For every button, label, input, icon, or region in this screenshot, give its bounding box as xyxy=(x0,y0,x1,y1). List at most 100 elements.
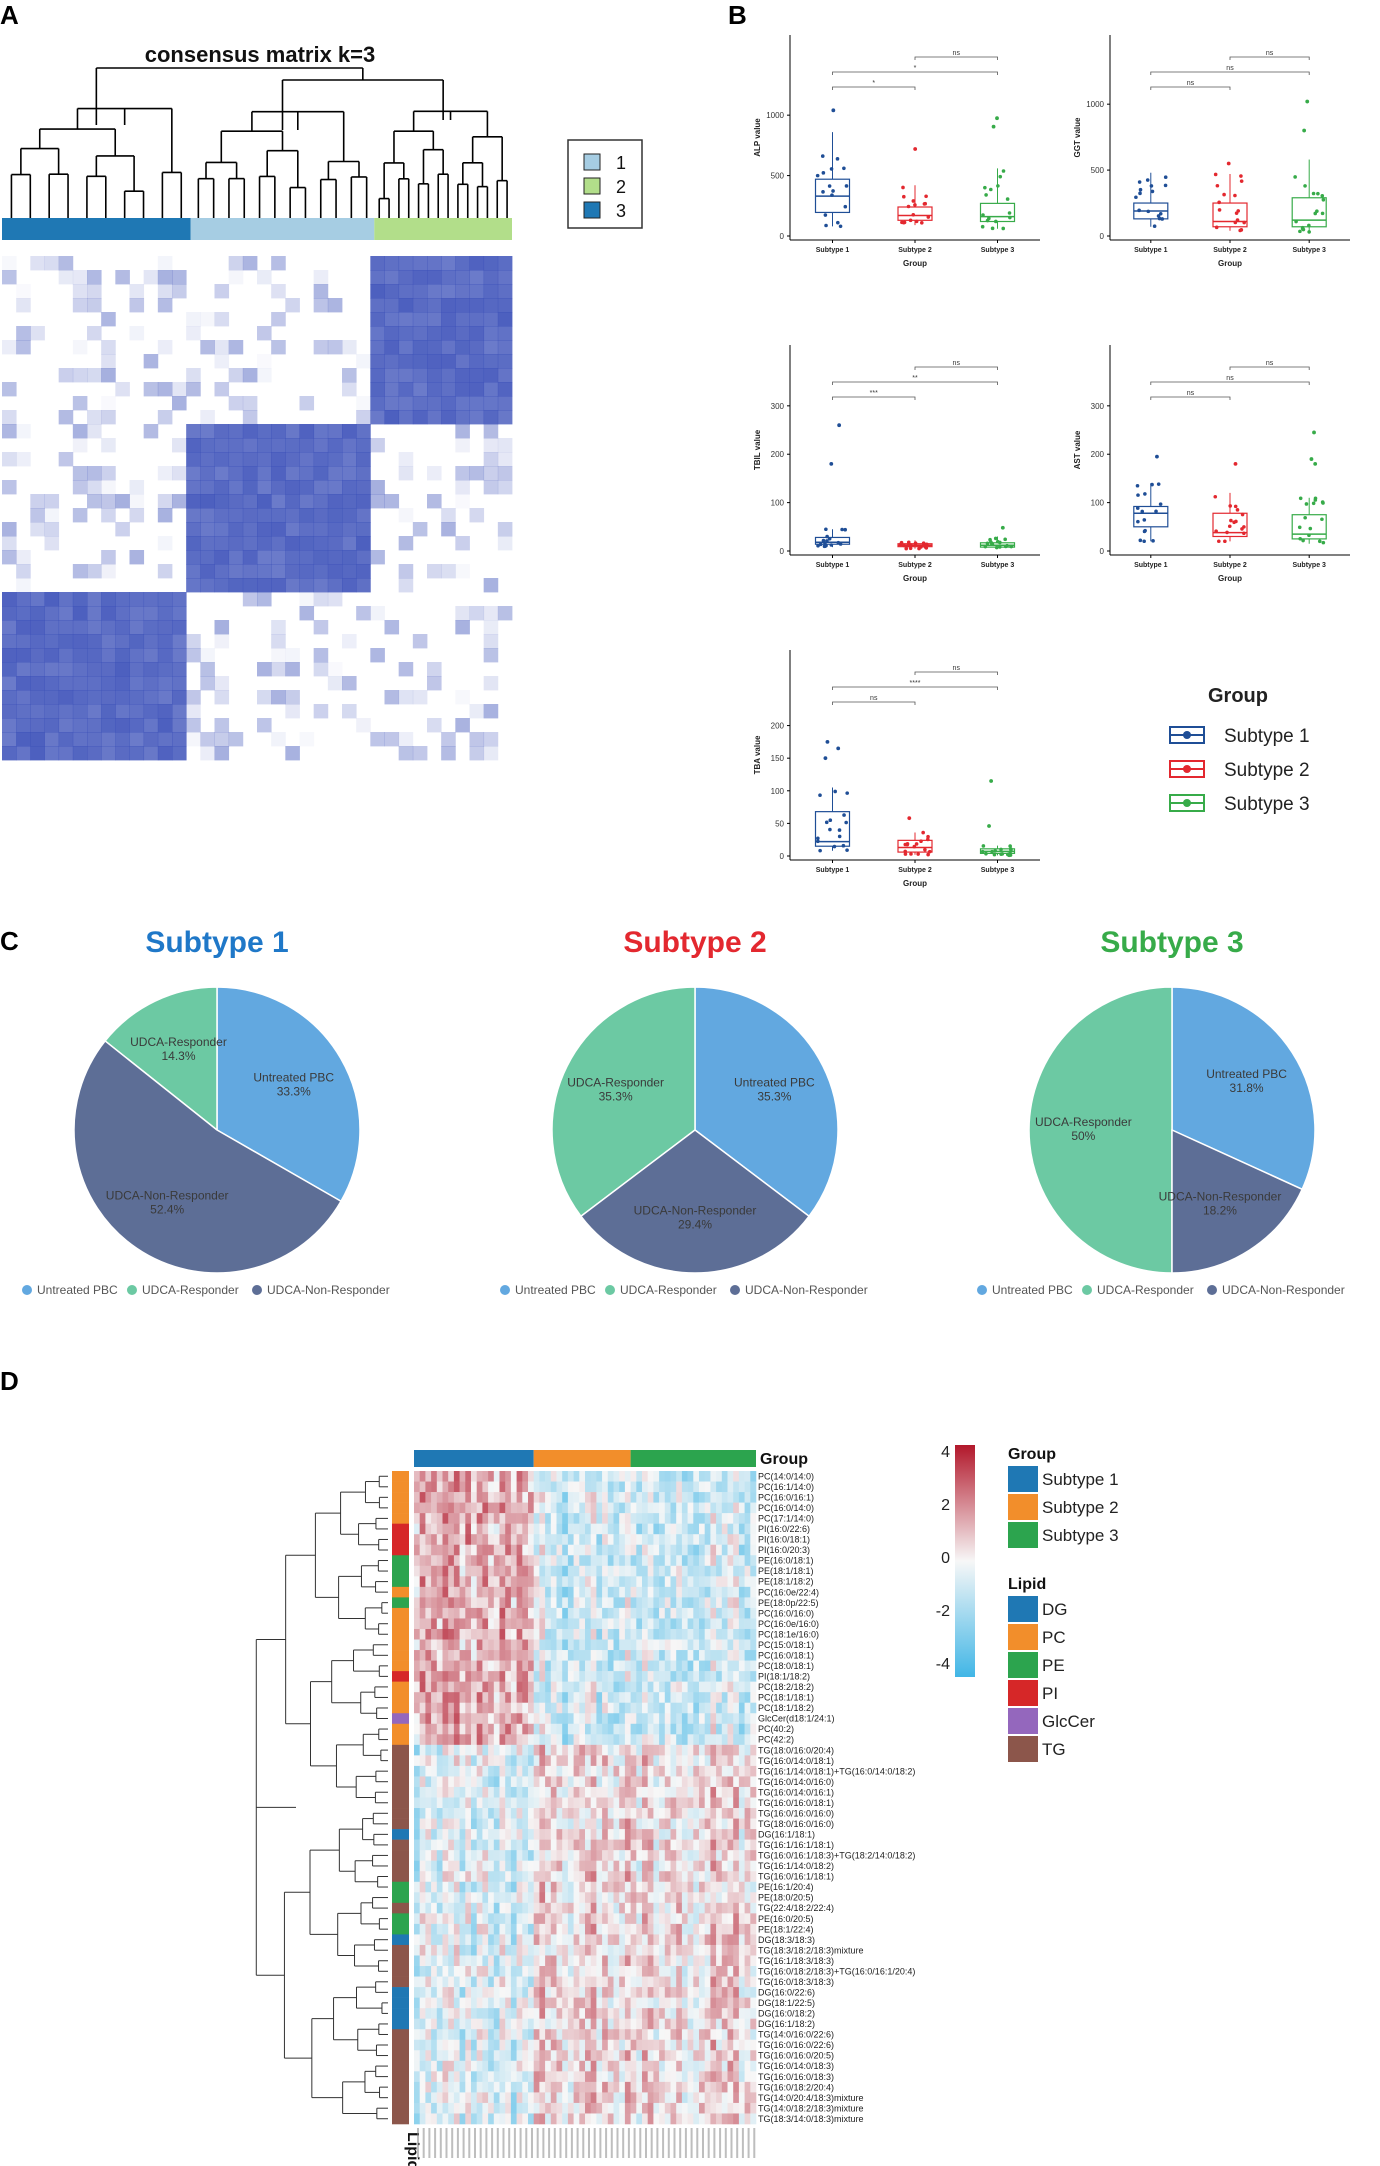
slice-percent: 14.3% xyxy=(161,1049,195,1063)
heatmap-cell xyxy=(567,1797,574,1809)
data-point xyxy=(1160,217,1165,221)
heatmap-cell xyxy=(699,1471,705,1482)
heatmap-cell xyxy=(624,1860,631,1872)
heatmap-cell xyxy=(619,1944,626,1956)
heatmap-cell xyxy=(431,2081,438,2093)
heatmap-cell xyxy=(550,1586,557,1598)
heatmap-cell xyxy=(676,1755,683,1767)
heatmap-cell xyxy=(607,2050,614,2062)
legend-label: UDCA-Non-Responder xyxy=(1222,1283,1345,1297)
heatmap-cell xyxy=(471,1818,477,1830)
heatmap-cell xyxy=(710,1586,717,1598)
consensus-cell xyxy=(285,648,300,663)
heatmap-cell xyxy=(528,2060,534,2072)
box-iqr xyxy=(897,839,933,853)
row-label: TG(16:0/18:3/18:3) xyxy=(758,1977,834,1987)
consensus-cell xyxy=(483,606,499,621)
data-point xyxy=(1298,229,1302,234)
heatmap-cell xyxy=(693,1692,700,1704)
heatmap-cell xyxy=(659,1744,666,1756)
heatmap-cell xyxy=(642,1934,648,1946)
heatmap-cell xyxy=(653,1966,660,1977)
consensus-cell xyxy=(186,550,201,565)
heatmap-cell xyxy=(727,1797,734,1809)
heatmap-cell xyxy=(545,1618,552,1630)
heatmap-cell xyxy=(482,1492,489,1503)
heatmap-cell xyxy=(693,1734,700,1746)
heatmap-cell xyxy=(590,2050,597,2062)
heatmap-cell xyxy=(727,1850,734,1861)
heatmap-cell xyxy=(653,1639,660,1651)
heatmap-cell xyxy=(659,1818,666,1830)
y-axis-label: TBA value xyxy=(753,735,762,774)
heatmap-cell xyxy=(659,1786,666,1798)
heatmap-cell xyxy=(681,1586,688,1598)
heatmap-cell xyxy=(556,1734,563,1746)
legend-dot-icon xyxy=(1183,765,1191,773)
heatmap-cell xyxy=(721,2071,728,2083)
heatmap-cell xyxy=(596,1850,603,1861)
heatmap-cell xyxy=(710,1723,717,1735)
heatmap-cell xyxy=(744,1544,751,1556)
heatmap-cell xyxy=(596,1797,603,1809)
consensus-cell xyxy=(44,634,60,649)
heatmap-cell xyxy=(567,1639,574,1651)
heatmap-cell xyxy=(488,1513,495,1524)
heatmap-cell xyxy=(493,1744,500,1756)
heatmap-cell xyxy=(704,1671,711,1682)
consensus-cell xyxy=(16,592,31,607)
heatmap-cell xyxy=(448,1818,455,1830)
outlier-point xyxy=(1313,462,1318,466)
heatmap-cell xyxy=(459,1681,466,1693)
heatmap-cell xyxy=(590,1808,597,1819)
heatmap-cell xyxy=(721,1555,728,1567)
heatmap-cell xyxy=(659,2039,666,2051)
heatmap-cell xyxy=(693,2071,700,2083)
heatmap-cell xyxy=(533,1987,540,1998)
heatmap-cell xyxy=(750,1618,757,1630)
consensus-cell xyxy=(469,508,485,523)
heatmap-cell xyxy=(510,1544,517,1556)
consensus-cell xyxy=(313,704,329,719)
heatmap-cell xyxy=(681,1713,688,1725)
heatmap-cell xyxy=(619,1818,626,1830)
heatmap-cell xyxy=(636,1786,643,1798)
heatmap-cell xyxy=(442,1576,449,1588)
heatmap-cell xyxy=(681,1997,688,2009)
heatmap-cell xyxy=(562,1997,569,2009)
heatmap-cell xyxy=(425,1944,432,1956)
heatmap-cell xyxy=(431,1565,438,1577)
heatmap-cell xyxy=(562,2039,569,2051)
heatmap-cell xyxy=(676,1881,683,1893)
heatmap-cell xyxy=(647,1502,654,1514)
heatmap-cell xyxy=(453,1734,460,1746)
heatmap-cell xyxy=(556,1881,563,1893)
heatmap-cell xyxy=(607,1944,614,1956)
heatmap-cell xyxy=(710,1934,717,1946)
heatmap-cell xyxy=(664,1902,671,1914)
heatmap-cell xyxy=(733,1713,740,1725)
heatmap-cell xyxy=(607,2008,614,2019)
heatmap-cell xyxy=(453,1839,460,1851)
heatmap-cell xyxy=(431,1671,438,1682)
heatmap-cell xyxy=(630,1639,637,1651)
consensus-cell xyxy=(143,704,159,719)
heatmap-cell xyxy=(630,1671,637,1682)
heatmap-cell xyxy=(550,1628,557,1640)
heatmap-cell xyxy=(653,2081,660,2093)
heatmap-cell xyxy=(624,1734,631,1746)
heatmap-cell xyxy=(442,1871,449,1883)
heatmap-cell xyxy=(453,1902,460,1914)
heatmap-cell xyxy=(619,1597,626,1609)
heatmap-cell xyxy=(699,1671,705,1682)
heatmap-cell xyxy=(699,1976,705,1988)
heatmap-cell xyxy=(414,1892,420,1904)
consensus-cell xyxy=(483,298,499,313)
consensus-cell xyxy=(342,578,357,593)
x-tick-label: Subtype 1 xyxy=(816,867,850,874)
heatmap-cell xyxy=(442,1881,449,1893)
heatmap-cell xyxy=(607,2071,614,2083)
heatmap-cell xyxy=(670,2071,677,2083)
consensus-cell xyxy=(285,494,300,509)
